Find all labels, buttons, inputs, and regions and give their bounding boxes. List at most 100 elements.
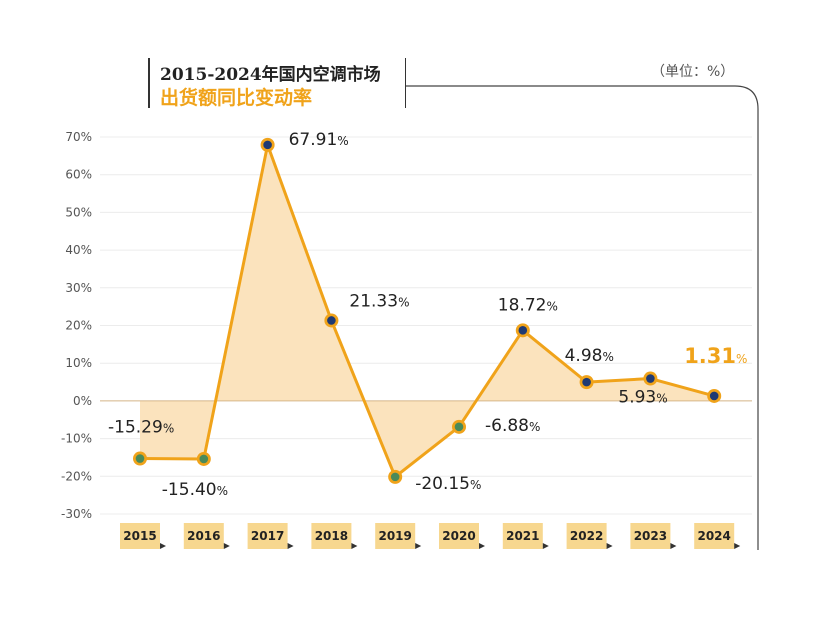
x-tick-badge: 2017 <box>247 523 294 549</box>
x-tick-arrow <box>670 543 677 549</box>
data-label-value: -20.15 <box>415 474 470 494</box>
data-label-value: -15.29 <box>108 418 163 438</box>
data-label: 67.91% <box>289 130 349 150</box>
title-right-bar <box>405 58 406 108</box>
y-tick-label: 50% <box>65 205 92 219</box>
data-point-core <box>263 140 272 150</box>
x-tick-badge: 2024 <box>694 523 741 549</box>
data-point <box>196 451 211 466</box>
data-labels: -15.29%-15.40%67.91%21.33%-20.15%-6.88%1… <box>108 130 747 500</box>
x-tick-badge: 2015 <box>120 523 166 549</box>
data-label-suffix: % <box>470 478 481 492</box>
data-point-core <box>582 377 591 387</box>
x-tick-arrow <box>160 543 166 549</box>
x-tick-badge-bg <box>183 523 224 549</box>
unit-label: （单位：%） <box>651 64 735 80</box>
data-point-core <box>135 454 145 463</box>
series-line <box>139 143 715 479</box>
area-fill <box>140 144 715 477</box>
x-tick-arrow <box>542 543 549 549</box>
data-label: 5.93% <box>618 388 667 408</box>
data-label-value: 1.31 <box>684 344 736 368</box>
title-left-bar <box>148 58 150 108</box>
data-label-suffix: % <box>529 420 540 434</box>
data-label: -6.88% <box>485 416 540 436</box>
x-tick-arrow <box>415 543 422 549</box>
x-tick-badge-bg <box>566 523 607 549</box>
x-tick-badge-bg <box>311 523 352 549</box>
data-label: 21.33% <box>349 291 409 311</box>
x-tick-badge: 2022 <box>566 523 613 549</box>
x-tick-badge-bg <box>375 523 416 549</box>
y-tick-label: 60% <box>65 168 92 182</box>
x-tick-label: 2024 <box>697 529 730 543</box>
data-label: 1.31% <box>684 344 747 368</box>
x-tick-label: 2016 <box>187 529 220 543</box>
data-point <box>643 371 658 386</box>
data-label-value: 21.33 <box>349 291 398 311</box>
data-point <box>324 313 339 328</box>
x-tick-label: 2019 <box>378 529 411 543</box>
data-label-suffix: % <box>656 392 667 406</box>
x-tick-badge: 2019 <box>375 523 422 549</box>
x-tick-badge: 2020 <box>439 523 485 549</box>
x-tick-badge: 2016 <box>183 523 230 549</box>
data-label-suffix: % <box>546 299 557 313</box>
data-point <box>260 137 275 152</box>
y-tick-label: 10% <box>65 356 92 370</box>
data-point-core <box>390 472 400 482</box>
y-tick-label: -10% <box>61 432 92 446</box>
x-tick-label: 2023 <box>634 529 667 543</box>
data-label-suffix: % <box>163 422 174 436</box>
data-label-value: -6.88 <box>485 416 529 436</box>
chart-title-line2: 出货额同比变动率 <box>160 87 313 109</box>
chart-frame <box>406 85 759 550</box>
x-tick-label: 2015 <box>123 529 156 543</box>
x-tick-badge-bg <box>630 523 671 549</box>
chart-title-line1: 2015-2024年国内空调市场 <box>160 65 381 85</box>
data-label-value: 67.91 <box>289 130 338 150</box>
data-point-core <box>709 391 719 401</box>
data-point-core <box>454 422 464 432</box>
x-tick-badge: 2018 <box>311 523 358 549</box>
data-point <box>133 451 147 466</box>
data-label-suffix: % <box>217 484 228 498</box>
data-label-value: 18.72 <box>498 295 547 315</box>
data-point <box>452 419 466 434</box>
data-label-suffix: % <box>736 352 747 366</box>
x-tick-badge-bg <box>502 523 543 549</box>
y-tick-label: 0% <box>73 394 92 408</box>
x-tick-badge-bg <box>247 523 288 549</box>
data-points <box>133 137 722 484</box>
x-axis-ticks: 2015 2016 2017 2018 2019 2020 2021 2022 2023 2024 <box>120 523 741 549</box>
x-tick-label: 2017 <box>251 529 284 543</box>
x-tick-badge-bg <box>120 523 160 549</box>
x-tick-arrow <box>734 543 741 549</box>
x-tick-label: 2021 <box>506 529 539 543</box>
x-tick-arrow <box>223 543 230 549</box>
data-label-value: 4.98 <box>565 346 603 366</box>
data-label: 4.98% <box>565 346 614 366</box>
data-label-value: 5.93 <box>618 388 656 408</box>
data-label: 18.72% <box>498 295 558 315</box>
data-point-core <box>646 374 655 383</box>
x-tick-arrow <box>479 543 485 549</box>
data-point <box>579 375 594 390</box>
data-point-core <box>518 326 528 335</box>
x-tick-badge: 2023 <box>630 523 677 549</box>
y-tick-label: 40% <box>65 243 92 257</box>
data-label-suffix: % <box>602 350 613 364</box>
y-tick-label: 20% <box>65 319 92 333</box>
x-tick-arrow <box>351 543 358 549</box>
x-tick-label: 2018 <box>315 529 348 543</box>
data-point <box>515 323 530 338</box>
data-label: -20.15% <box>415 474 481 494</box>
data-label: -15.29% <box>108 418 174 438</box>
data-label-suffix: % <box>337 134 348 148</box>
x-tick-badge: 2021 <box>502 523 549 549</box>
x-tick-label: 2020 <box>442 529 475 543</box>
data-label-suffix: % <box>398 295 409 309</box>
data-point-core <box>327 316 336 325</box>
x-tick-label: 2022 <box>570 529 603 543</box>
